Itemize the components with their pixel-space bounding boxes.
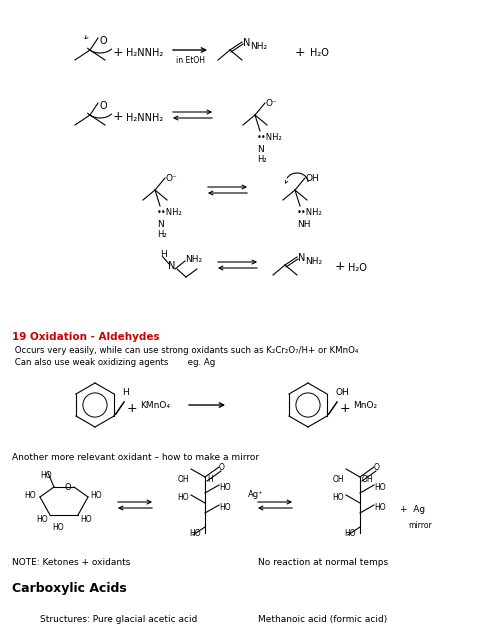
Text: ••NH₂: ••NH₂ [157, 208, 183, 217]
Text: HO: HO [80, 515, 92, 524]
Text: No reaction at normal temps: No reaction at normal temps [258, 558, 388, 567]
Text: +: + [127, 403, 137, 415]
Text: MnO₂: MnO₂ [353, 401, 377, 410]
Text: H₂NNH₂: H₂NNH₂ [126, 48, 163, 58]
Text: OH: OH [335, 388, 349, 397]
Text: Another more relevant oxidant – how to make a mirror: Another more relevant oxidant – how to m… [12, 453, 259, 462]
Text: ••NH₂: ••NH₂ [257, 133, 283, 142]
Text: O: O [99, 36, 106, 46]
Text: H: H [160, 250, 167, 259]
Text: H: H [207, 475, 213, 484]
Text: HO: HO [40, 471, 51, 480]
Text: HO: HO [24, 490, 36, 499]
Text: O: O [99, 101, 106, 111]
Text: H₂: H₂ [257, 155, 267, 164]
Text: HO: HO [52, 523, 64, 532]
Text: O: O [65, 483, 71, 492]
Text: H₂NNH₂: H₂NNH₂ [126, 113, 163, 123]
Text: NH: NH [297, 220, 310, 229]
Text: +: + [113, 45, 123, 58]
Text: +: + [340, 403, 350, 415]
Text: OH: OH [177, 475, 189, 484]
Text: Ag⁺: Ag⁺ [248, 490, 264, 499]
Text: NOTE: Ketones + oxidants: NOTE: Ketones + oxidants [12, 558, 130, 567]
Text: NH₂: NH₂ [185, 255, 202, 264]
Text: O: O [219, 463, 225, 472]
Text: O: O [374, 463, 380, 472]
Text: +: + [335, 260, 346, 273]
Text: HO: HO [36, 515, 48, 524]
Text: N: N [168, 261, 175, 271]
Text: Can also use weak oxidizing agents       eg. Ag: Can also use weak oxidizing agents eg. A… [12, 358, 215, 367]
Text: Methanoic acid (formic acid): Methanoic acid (formic acid) [258, 615, 387, 624]
Text: HO: HO [374, 483, 386, 492]
Text: N: N [257, 145, 264, 154]
Text: HO: HO [90, 490, 101, 499]
Text: O⁻: O⁻ [166, 174, 178, 183]
Text: Carboxylic Acids: Carboxylic Acids [12, 582, 127, 595]
Text: OH: OH [306, 174, 320, 183]
Text: H₂O: H₂O [310, 48, 329, 58]
Text: NH₂: NH₂ [250, 42, 267, 51]
Text: O⁻: O⁻ [266, 99, 278, 108]
Text: HO: HO [219, 483, 231, 492]
Text: +: + [295, 45, 305, 58]
Text: H₂O: H₂O [348, 263, 367, 273]
Text: H: H [122, 388, 129, 397]
Text: HO: HO [374, 503, 386, 512]
Text: ••NH₂: ••NH₂ [297, 208, 323, 217]
Text: N: N [157, 220, 164, 229]
Text: +: + [113, 111, 123, 124]
Text: NH₂: NH₂ [305, 257, 322, 266]
Text: HO: HO [345, 529, 356, 538]
Text: HO: HO [219, 503, 231, 512]
Text: H₂: H₂ [157, 230, 167, 239]
Text: 19 Oxidation - Aldehydes: 19 Oxidation - Aldehydes [12, 332, 159, 342]
Text: OH: OH [362, 475, 374, 484]
Text: in EtOH: in EtOH [176, 56, 204, 65]
Text: HO: HO [177, 493, 189, 502]
Text: +  Ag: + Ag [400, 504, 425, 513]
Text: KMnO₄: KMnO₄ [140, 401, 170, 410]
Text: mirror: mirror [408, 521, 432, 530]
Text: N: N [298, 253, 305, 263]
Text: Structures: Pure glacial acetic acid: Structures: Pure glacial acetic acid [40, 615, 198, 624]
Text: HO: HO [332, 493, 344, 502]
Text: N: N [243, 38, 250, 48]
Text: OH: OH [332, 475, 344, 484]
Text: HO: HO [190, 529, 201, 538]
Text: Occurs very easily, while can use strong oxidants such as K₂Cr₂O₇/H+ or KMnO₄: Occurs very easily, while can use strong… [12, 346, 358, 355]
